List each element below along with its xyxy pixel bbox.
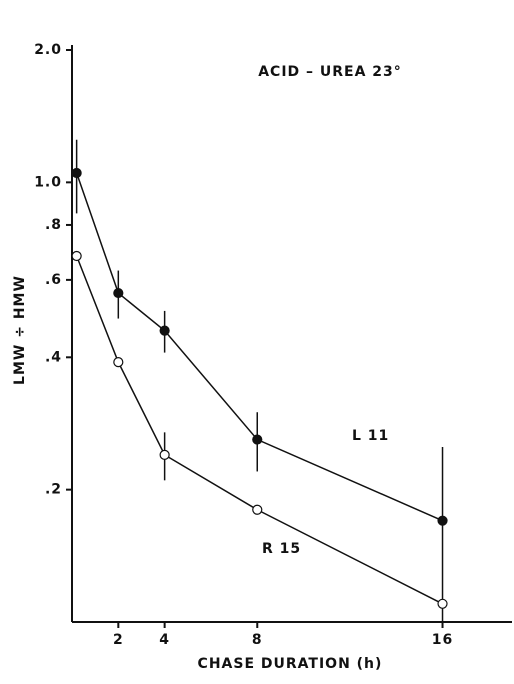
x-tick-label: 8 xyxy=(252,632,263,648)
data-point xyxy=(71,250,82,262)
data-point xyxy=(159,449,170,460)
annotation: ACID – UREA 23° xyxy=(258,64,402,80)
y-tick-label: .8 xyxy=(45,217,62,233)
series-label: L 11 xyxy=(352,428,389,444)
series-line xyxy=(75,172,443,522)
y-tick-label: .4 xyxy=(45,349,62,365)
data-point xyxy=(159,325,170,336)
y-tick-label: 1.0 xyxy=(34,174,62,190)
data-point xyxy=(113,287,124,299)
data-point xyxy=(252,504,263,515)
series-label: R 15 xyxy=(262,541,301,557)
data-point xyxy=(71,167,82,179)
data-point xyxy=(113,357,124,368)
x-tick-label: 4 xyxy=(159,632,170,648)
data-point xyxy=(437,515,448,526)
data-point xyxy=(252,434,263,445)
y-axis-title: LMW ÷ HMW xyxy=(12,275,28,385)
x-tick-label: 16 xyxy=(432,632,453,648)
x-axis-title: CHASE DURATION (h) xyxy=(198,656,383,672)
y-tick-label: 2.0 xyxy=(34,42,62,58)
x-tick-label: 2 xyxy=(113,632,124,648)
data-point xyxy=(437,598,448,609)
y-tick-label: .2 xyxy=(45,482,62,498)
y-tick-label: .6 xyxy=(45,272,62,288)
